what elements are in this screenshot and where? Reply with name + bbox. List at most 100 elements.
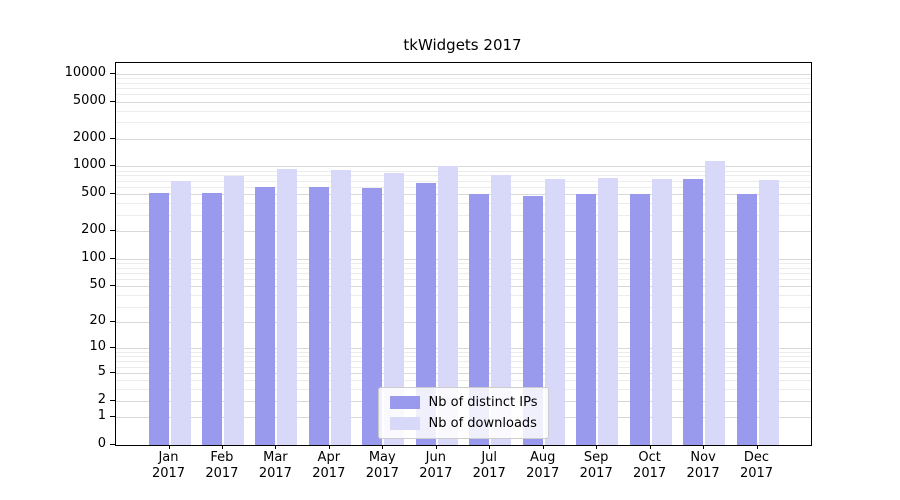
x-axis-tickmark	[756, 445, 758, 449]
y-axis-tickmark	[110, 371, 115, 373]
gridline	[116, 77, 811, 79]
bar-distinct-ips	[576, 194, 597, 445]
x-tick-year: 2017	[205, 466, 239, 481]
legend: Nb of distinct IPs Nb of downloads	[377, 387, 550, 439]
bar-distinct-ips	[148, 192, 169, 445]
x-axis-tickmark	[703, 445, 705, 449]
y-axis-tick-label: 10	[89, 339, 106, 355]
y-axis-tick-label: 500	[81, 185, 106, 201]
y-axis-tick-label: 5	[97, 363, 106, 379]
x-tick-month: Jun	[425, 450, 446, 465]
bar-distinct-ips	[201, 192, 222, 445]
y-axis-tickmark	[110, 72, 115, 74]
gridline	[116, 267, 811, 269]
x-axis-tick-label: Jan 2017	[139, 450, 199, 482]
y-axis-tickmark	[110, 444, 115, 445]
legend-item-distinct-ips: Nb of distinct IPs	[389, 395, 538, 410]
x-axis-tick-label: Nov 2017	[673, 450, 733, 482]
bar-distinct-ips	[469, 194, 490, 445]
x-tick-year: 2017	[472, 466, 506, 481]
x-axis-tickmark	[542, 445, 544, 449]
gridline	[116, 166, 811, 168]
bar-downloads	[277, 169, 298, 445]
chart-title: tkWidgets 2017	[403, 36, 522, 54]
x-axis-tick-label: Apr 2017	[299, 450, 359, 482]
x-axis-tickmark	[435, 445, 437, 449]
legend-item-downloads: Nb of downloads	[389, 416, 538, 431]
bar-downloads	[758, 179, 779, 445]
legend-swatch-distinct-ips	[389, 396, 420, 409]
x-tick-year: 2017	[633, 466, 667, 481]
gridline	[116, 214, 811, 216]
gridline	[116, 110, 811, 112]
bar-downloads	[437, 165, 458, 445]
gridline	[116, 122, 811, 124]
y-axis-tick-label: 200	[81, 222, 106, 238]
gridline	[116, 187, 811, 188]
x-tick-year: 2017	[686, 466, 720, 481]
bar-downloads	[170, 180, 191, 445]
bar-distinct-ips	[415, 182, 436, 445]
x-axis-tick-label: May 2017	[352, 450, 412, 482]
y-axis-tickmark	[110, 416, 115, 417]
plot-area: Nb of distinct IPs Nb of downloads	[115, 62, 812, 446]
gridline	[116, 366, 811, 368]
x-tick-year: 2017	[312, 466, 346, 481]
gridline	[116, 356, 811, 358]
bar-downloads	[384, 172, 405, 445]
bar-downloads	[223, 175, 244, 445]
x-axis-tick-label: Aug 2017	[513, 450, 573, 482]
gridline	[116, 180, 811, 182]
x-tick-month: Sep	[583, 450, 609, 465]
x-tick-month: Jul	[481, 450, 498, 465]
gridline	[116, 170, 811, 172]
y-axis-tick-label: 50	[89, 277, 106, 293]
y-axis-tick-label: 1000	[72, 157, 106, 173]
gridline	[116, 73, 811, 75]
gridline	[116, 286, 811, 288]
y-axis-tickmark	[110, 347, 115, 349]
y-axis-tick-label: 5000	[72, 92, 106, 108]
gridline	[116, 322, 811, 324]
bar-downloads	[705, 160, 726, 445]
bar-distinct-ips	[308, 187, 329, 445]
grid-layer	[116, 63, 811, 445]
x-axis-tick-label: Jun 2017	[406, 450, 466, 482]
x-tick-month: Apr	[317, 450, 341, 465]
gridline	[116, 175, 811, 177]
legend-label-distinct-ips: Nb of distinct IPs	[428, 395, 538, 410]
x-axis-tickmark	[382, 445, 384, 449]
gridline	[116, 348, 811, 350]
y-axis-tickmark	[110, 165, 115, 167]
x-tick-month: May	[368, 450, 396, 465]
x-axis-tick-label: Dec 2017	[727, 450, 787, 482]
y-axis-tick-label: 2	[97, 391, 106, 407]
x-tick-month: Feb	[210, 450, 234, 465]
y-axis-tick-label: 1	[97, 408, 106, 423]
x-axis-tick-label: Jul 2017	[459, 450, 519, 482]
y-axis-tick-label: 2000	[72, 129, 106, 145]
x-tick-month: Jan	[158, 450, 179, 465]
x-tick-year: 2017	[739, 466, 774, 481]
gridline	[116, 94, 811, 96]
x-tick-month: Dec	[743, 450, 770, 465]
bar-downloads	[491, 175, 512, 445]
y-axis-tickmark	[110, 285, 115, 287]
y-axis-tick-label: 10000	[64, 64, 106, 80]
gridline	[116, 82, 811, 84]
y-axis-tickmark	[110, 321, 115, 323]
x-axis-tickmark	[649, 445, 651, 449]
bar-distinct-ips	[362, 187, 383, 445]
bar-distinct-ips	[629, 194, 650, 445]
bar-downloads	[651, 178, 672, 445]
bar-downloads	[330, 170, 351, 445]
x-tick-year: 2017	[151, 466, 186, 481]
x-tick-year: 2017	[419, 466, 453, 481]
x-tick-year: 2017	[526, 466, 560, 481]
gridline	[116, 295, 811, 297]
y-axis-tickmark	[110, 100, 115, 102]
x-tick-month: Nov	[690, 450, 716, 465]
x-axis-tickmark	[275, 445, 277, 449]
x-axis-tickmark	[489, 445, 491, 449]
x-axis-tickmark	[168, 445, 170, 449]
